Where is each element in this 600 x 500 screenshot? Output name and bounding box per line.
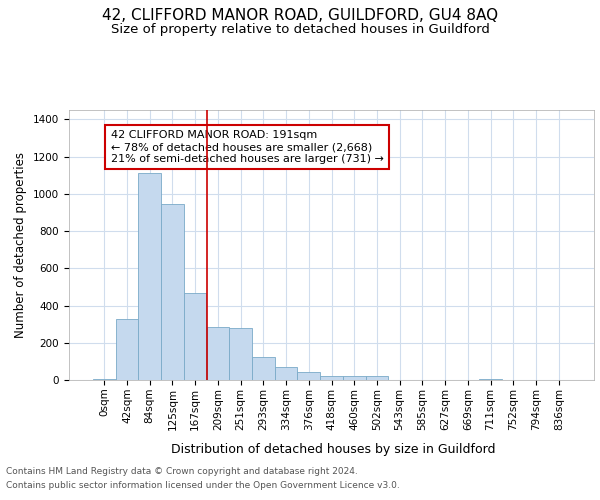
Bar xyxy=(320,376,343,380)
Text: Size of property relative to detached houses in Guildford: Size of property relative to detached ho… xyxy=(110,22,490,36)
Text: Contains public sector information licensed under the Open Government Licence v3: Contains public sector information licen… xyxy=(6,481,400,490)
Bar xyxy=(298,372,320,380)
Bar xyxy=(161,204,184,380)
Bar xyxy=(229,328,252,380)
Bar xyxy=(275,368,298,380)
Bar xyxy=(479,378,502,380)
Text: Contains HM Land Registry data © Crown copyright and database right 2024.: Contains HM Land Registry data © Crown c… xyxy=(6,468,358,476)
Bar xyxy=(365,376,388,380)
Bar xyxy=(139,174,161,380)
Bar xyxy=(206,327,229,380)
Y-axis label: Number of detached properties: Number of detached properties xyxy=(14,152,28,338)
Bar xyxy=(252,356,275,380)
Text: 42 CLIFFORD MANOR ROAD: 191sqm
← 78% of detached houses are smaller (2,668)
21% : 42 CLIFFORD MANOR ROAD: 191sqm ← 78% of … xyxy=(111,130,384,164)
Bar xyxy=(184,294,206,380)
Text: Distribution of detached houses by size in Guildford: Distribution of detached houses by size … xyxy=(171,442,495,456)
Text: 42, CLIFFORD MANOR ROAD, GUILDFORD, GU4 8AQ: 42, CLIFFORD MANOR ROAD, GUILDFORD, GU4 … xyxy=(102,8,498,22)
Bar xyxy=(93,378,116,380)
Bar xyxy=(343,376,365,380)
Bar xyxy=(116,318,139,380)
